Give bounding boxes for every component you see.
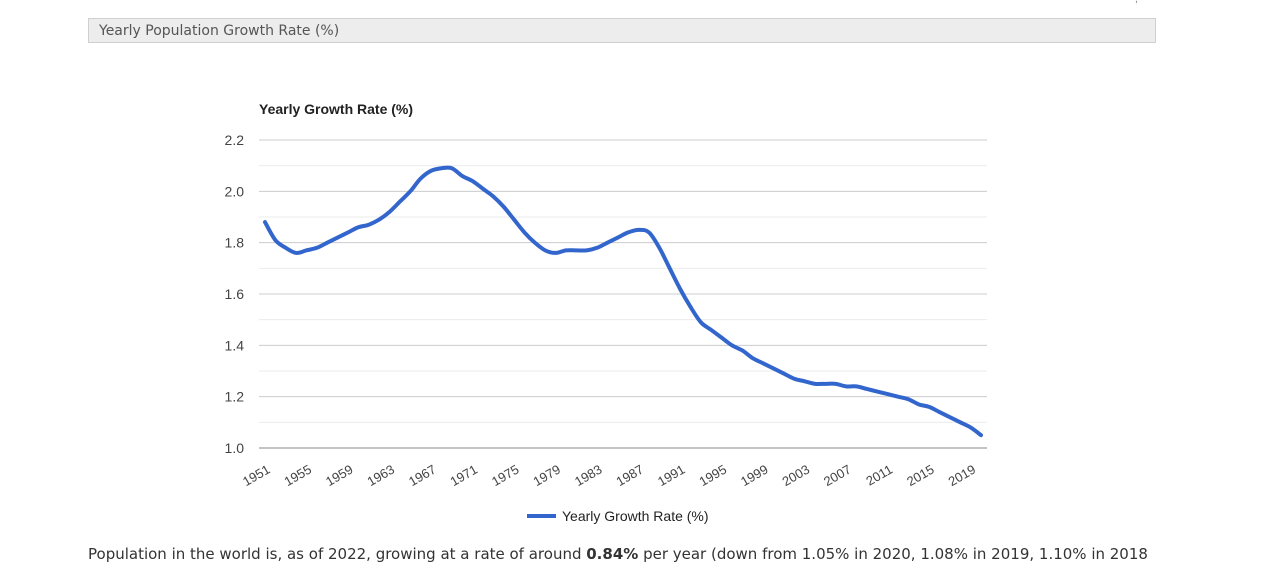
x-tick-label: 2019: [946, 462, 979, 489]
body-text: Population in the world is, as of 2022, …: [88, 545, 1148, 563]
panel-header: Yearly Population Growth Rate (%): [88, 18, 1156, 43]
x-tick-label: 1983: [572, 462, 605, 489]
y-tick-label: 1.6: [225, 286, 245, 302]
y-axis-ticks: 1.0 1.2 1.4 1.6 1.8 2.0 2.2: [225, 132, 245, 456]
panel-title: Yearly Population Growth Rate (%): [99, 23, 340, 39]
x-tick-label: 1979: [531, 462, 564, 489]
series-line: [263, 165, 983, 438]
y-tick-label: 1.2: [225, 389, 245, 405]
x-tick-label: 1987: [614, 462, 647, 489]
body-text-prefix: Population in the world is, as of 2022, …: [88, 545, 587, 563]
body-text-suffix: per year (down from 1.05% in 2020, 1.08%…: [638, 545, 1148, 563]
x-tick-label: 1959: [323, 462, 356, 489]
x-tick-label: 2003: [780, 462, 813, 489]
y-tick-label: 1.8: [225, 235, 245, 251]
x-axis-ticks: 1951 1955 1959 1963 1967 1971 1975 1979 1983 1987…: [240, 462, 978, 489]
y-tick-label: 2.0: [225, 183, 245, 199]
x-tick-label: 2011: [863, 462, 895, 489]
y-tick-label: 2.2: [225, 132, 245, 148]
x-tick-label: 1951: [240, 462, 273, 489]
x-tick-label: 2007: [821, 462, 854, 489]
x-tick-label: 1991: [655, 462, 688, 489]
x-tick-label: 1955: [281, 462, 314, 489]
legend-label: Yearly Growth Rate (%): [562, 508, 709, 524]
corner-mark: ,: [1135, 0, 1138, 5]
x-tick-label: 1967: [406, 462, 439, 489]
body-text-bold: 0.84%: [586, 545, 639, 563]
chart-title: Yearly Growth Rate (%): [259, 101, 413, 117]
x-tick-label: 1999: [738, 462, 771, 489]
x-tick-label: 1975: [489, 462, 522, 489]
grid-layer: [259, 139, 987, 449]
y-tick-label: 1.0: [225, 440, 245, 456]
x-tick-label: 2015: [904, 462, 937, 489]
x-tick-label: 1971: [447, 462, 480, 489]
legend[interactable]: Yearly Growth Rate (%): [527, 508, 709, 524]
y-tick-label: 1.4: [225, 337, 245, 353]
x-tick-label: 1995: [697, 462, 730, 489]
x-tick-label: 1963: [364, 462, 397, 489]
